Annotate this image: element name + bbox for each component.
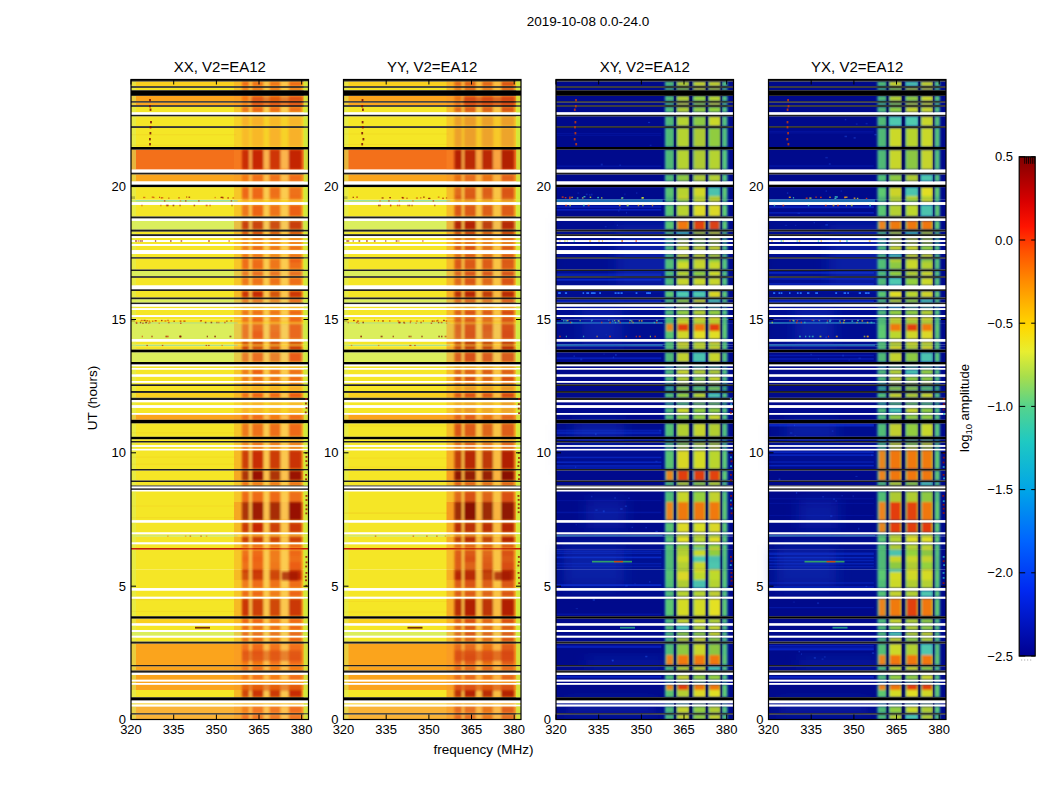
svg-text:365: 365 bbox=[461, 722, 483, 737]
svg-text:380: 380 bbox=[716, 722, 738, 737]
svg-text:0.5: 0.5 bbox=[995, 149, 1013, 164]
svg-text:5: 5 bbox=[331, 579, 338, 594]
svg-text:5: 5 bbox=[544, 579, 551, 594]
svg-text:−1.0: −1.0 bbox=[987, 399, 1013, 414]
svg-text:365: 365 bbox=[248, 722, 270, 737]
svg-text:365: 365 bbox=[673, 722, 695, 737]
svg-text:10: 10 bbox=[537, 445, 551, 460]
svg-text:YY, V2=EA12: YY, V2=EA12 bbox=[387, 58, 477, 75]
svg-text:380: 380 bbox=[928, 722, 950, 737]
svg-text:2019-10-08 0.0-24.0: 2019-10-08 0.0-24.0 bbox=[527, 14, 649, 29]
svg-text:335: 335 bbox=[588, 722, 610, 737]
svg-text:380: 380 bbox=[503, 722, 525, 737]
svg-text:−2.0: −2.0 bbox=[987, 565, 1013, 580]
svg-text:XY, V2=EA12: XY, V2=EA12 bbox=[600, 58, 690, 75]
svg-text:10: 10 bbox=[749, 445, 763, 460]
svg-text:−2.5: −2.5 bbox=[987, 649, 1013, 664]
svg-text:5: 5 bbox=[119, 579, 126, 594]
svg-text:log10 amplitude: log10 amplitude bbox=[957, 364, 974, 452]
svg-text:5: 5 bbox=[756, 579, 763, 594]
svg-text:380: 380 bbox=[291, 722, 313, 737]
svg-text:−0.5: −0.5 bbox=[987, 316, 1013, 331]
svg-text:UT (hours): UT (hours) bbox=[85, 366, 100, 430]
svg-text:335: 335 bbox=[800, 722, 822, 737]
svg-text:−1.5: −1.5 bbox=[987, 482, 1013, 497]
svg-text:0.0: 0.0 bbox=[995, 233, 1013, 248]
svg-text:XX, V2=EA12: XX, V2=EA12 bbox=[174, 58, 266, 75]
svg-text:350: 350 bbox=[418, 722, 440, 737]
svg-text:15: 15 bbox=[112, 312, 126, 327]
svg-text:10: 10 bbox=[112, 445, 126, 460]
svg-text:335: 335 bbox=[163, 722, 185, 737]
svg-text:YX, V2=EA12: YX, V2=EA12 bbox=[811, 58, 903, 75]
svg-text:15: 15 bbox=[324, 312, 338, 327]
svg-text:20: 20 bbox=[112, 179, 126, 194]
svg-text:frequency (MHz): frequency (MHz) bbox=[434, 742, 534, 757]
svg-text:365: 365 bbox=[886, 722, 908, 737]
svg-text:0: 0 bbox=[119, 712, 126, 727]
svg-text:10: 10 bbox=[324, 445, 338, 460]
svg-text:350: 350 bbox=[206, 722, 228, 737]
svg-text:0: 0 bbox=[756, 712, 763, 727]
svg-text:15: 15 bbox=[749, 312, 763, 327]
svg-text:350: 350 bbox=[631, 722, 653, 737]
svg-text:0: 0 bbox=[544, 712, 551, 727]
svg-text:0: 0 bbox=[331, 712, 338, 727]
svg-text:350: 350 bbox=[843, 722, 865, 737]
svg-text:20: 20 bbox=[749, 179, 763, 194]
svg-text:20: 20 bbox=[324, 179, 338, 194]
svg-text:335: 335 bbox=[375, 722, 397, 737]
svg-text:15: 15 bbox=[537, 312, 551, 327]
svg-text:20: 20 bbox=[537, 179, 551, 194]
